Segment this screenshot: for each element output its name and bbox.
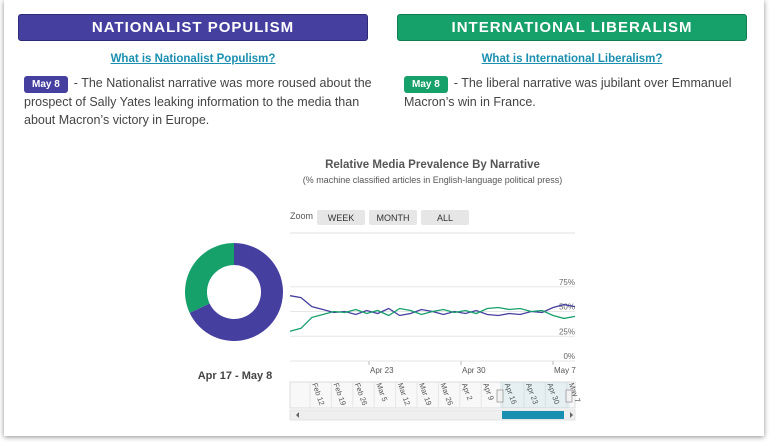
- donut-slice-nationalist: [189, 243, 284, 341]
- zoom-week-button[interactable]: WEEK: [317, 210, 365, 225]
- y-tick-label: 75%: [559, 278, 575, 287]
- what-is-nationalist-link[interactable]: What is Nationalist Populism?: [110, 53, 276, 65]
- nationalist-story: May 8- The Nationalist narrative was mor…: [24, 74, 374, 129]
- what-is-liberalism-link[interactable]: What is International Liberalism?: [481, 53, 663, 65]
- story-text: - The liberal narrative was jubilant ove…: [404, 76, 732, 109]
- navigator-selection[interactable]: [500, 382, 570, 408]
- chart-title: Relative Media Prevalence By Narrative: [325, 159, 540, 171]
- zoom-all-button[interactable]: ALL: [421, 210, 469, 225]
- navigator-right-handle[interactable]: [565, 389, 573, 403]
- nationalist-populism-banner: NATIONALIST POPULISM: [18, 14, 368, 41]
- date-badge: May 8: [404, 76, 448, 93]
- scroll-left-arrow-icon[interactable]: [296, 412, 299, 418]
- date-badge: May 8: [24, 76, 68, 93]
- y-tick-label: 0%: [563, 352, 575, 361]
- x-tick-label: Apr 23: [370, 366, 394, 375]
- zoom-label: Zoom: [290, 211, 314, 221]
- x-tick-label: May 7: [554, 366, 576, 375]
- series-line-nationalist: [289, 295, 576, 317]
- y-tick-label: 25%: [559, 327, 575, 336]
- story-text: - The Nationalist narrative was more rou…: [24, 76, 372, 127]
- international-liberalism-banner: INTERNATIONAL LIBERALISM: [397, 14, 747, 41]
- scroll-right-arrow-icon[interactable]: [570, 412, 573, 418]
- donut-date-range: Apr 17 - May 8: [197, 370, 273, 382]
- x-tick-label: Apr 30: [462, 366, 486, 375]
- scrollbar-track[interactable]: [289, 409, 576, 421]
- donut-slice-liberal: [185, 243, 234, 313]
- series-line-liberal: [289, 306, 576, 332]
- navigator-area: [289, 381, 576, 409]
- scrollbar-thumb[interactable]: [502, 411, 564, 419]
- navigator-left-handle[interactable]: [496, 389, 504, 403]
- liberal-story: May 8- The liberal narrative was jubilan…: [404, 74, 744, 111]
- y-tick-label: 50%: [559, 303, 575, 312]
- zoom-month-button[interactable]: MONTH: [369, 210, 417, 225]
- chart-subtitle: (% machine classified articles in Englis…: [302, 175, 563, 185]
